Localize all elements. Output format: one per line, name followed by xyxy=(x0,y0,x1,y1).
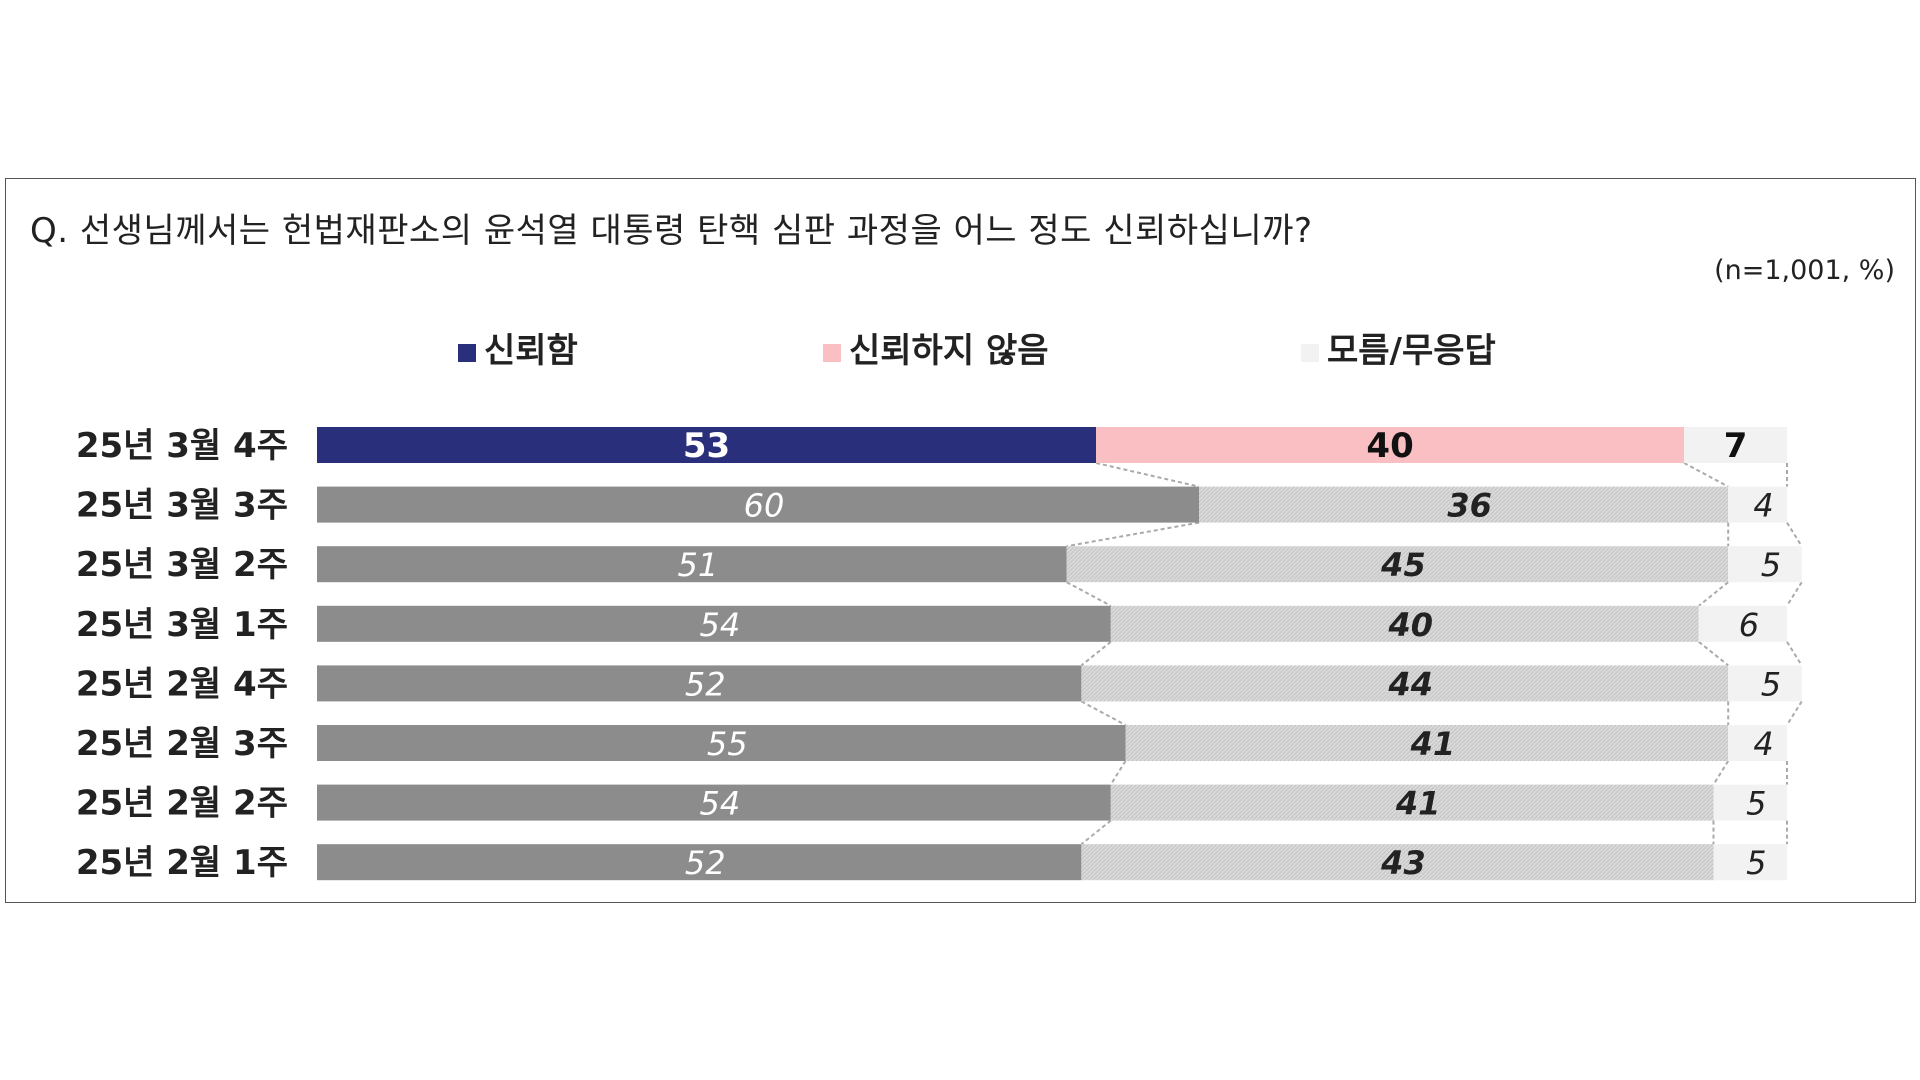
data-label: 5 xyxy=(1761,665,1781,703)
bar-trust xyxy=(317,605,1111,642)
data-label: 40 xyxy=(1366,426,1413,466)
bar-unknown xyxy=(1728,546,1802,583)
data-label: 52 xyxy=(685,665,726,703)
bar-distrust xyxy=(1081,844,1714,881)
bar-trust xyxy=(317,784,1111,821)
connector-line xyxy=(1683,462,1729,488)
bar-row: 25년 2월 3주 55 41 4 xyxy=(76,724,1787,764)
data-label: 52 xyxy=(685,844,726,882)
data-label: 4 xyxy=(1753,487,1773,525)
data-label: 45 xyxy=(1380,546,1426,584)
chart-frame: Q. 선생님께서는 헌법재판소의 윤석열 대통령 탄핵 심판 과정을 어느 정도… xyxy=(5,178,1916,903)
bar-trust xyxy=(317,665,1082,702)
data-label: 53 xyxy=(683,426,730,466)
bar-row: 25년 3월 4주 53 40 7 xyxy=(76,426,1787,466)
legend-item-1: 신뢰하지 않음 xyxy=(823,331,1049,371)
data-label: 43 xyxy=(1380,844,1426,882)
bar-distrust xyxy=(1110,784,1714,821)
bar-distrust xyxy=(1081,665,1729,702)
connector-line xyxy=(1786,641,1803,666)
bar-unknown xyxy=(1713,784,1787,821)
data-label: 54 xyxy=(700,785,741,823)
legend-swatch xyxy=(1301,344,1319,362)
data-label: 40 xyxy=(1388,606,1434,644)
connector-line xyxy=(1109,760,1127,786)
category-label: 25년 2월 2주 xyxy=(76,784,288,824)
category-label: 25년 3월 2주 xyxy=(76,545,288,585)
connector-line xyxy=(1786,581,1803,607)
data-label: 54 xyxy=(700,606,741,644)
legend-item-0: 신뢰함 xyxy=(458,331,578,371)
chart-rows: 25년 3월 4주 53 40 7 25년 3월 3주 60 36 4 25년 3월 2주 51 4… xyxy=(76,426,1803,883)
legend-swatch xyxy=(458,344,476,362)
bar-distrust xyxy=(1066,546,1729,583)
data-label: 6 xyxy=(1739,606,1759,644)
bar-distrust xyxy=(1199,486,1729,523)
legend-item-2: 모름/무응답 xyxy=(1301,331,1496,371)
category-label: 25년 2월 4주 xyxy=(76,664,288,704)
data-label: 7 xyxy=(1724,426,1748,466)
data-label: 5 xyxy=(1746,785,1766,823)
data-label: 44 xyxy=(1388,665,1434,703)
category-label: 25년 2월 3주 xyxy=(76,724,288,764)
data-label: 5 xyxy=(1746,844,1766,882)
bar-unknown xyxy=(1728,486,1787,523)
connector-line xyxy=(1095,462,1200,488)
category-label: 25년 2월 1주 xyxy=(76,843,288,883)
connector-line xyxy=(1080,641,1112,667)
bar-trust xyxy=(317,486,1199,523)
data-label: 60 xyxy=(744,487,785,525)
connector-line xyxy=(1066,581,1112,607)
chart-legend: 신뢰함 신뢰하지 않음 모름/무응답 xyxy=(458,331,1496,371)
bar-trust xyxy=(317,844,1082,881)
bar-trust xyxy=(317,725,1126,761)
data-label: 51 xyxy=(677,546,718,584)
connector-line xyxy=(1066,521,1200,548)
category-label: 25년 3월 4주 xyxy=(76,426,288,466)
bar-trust xyxy=(317,427,1097,463)
bar-row: 25년 2월 1주 52 43 5 xyxy=(76,843,1787,883)
bar-row: 25년 3월 2주 51 45 5 xyxy=(76,545,1802,585)
bar-row: 25년 2월 2주 54 41 5 xyxy=(76,784,1787,824)
bar-trust xyxy=(317,546,1067,583)
legend-label: 신뢰함 xyxy=(484,331,578,371)
bar-distrust xyxy=(1125,725,1729,761)
data-label: 36 xyxy=(1447,487,1492,525)
chart-question: Q. 선생님께서는 헌법재판소의 윤석열 대통령 탄핵 심판 과정을 어느 정도… xyxy=(30,211,1313,251)
bar-unknown xyxy=(1728,725,1787,761)
bar-unknown xyxy=(1684,427,1787,463)
category-label: 25년 3월 1주 xyxy=(76,605,288,645)
data-label: 55 xyxy=(707,725,748,763)
connector-line xyxy=(1786,522,1803,547)
connector-line xyxy=(1080,700,1126,726)
data-label: 4 xyxy=(1753,725,1773,763)
stacked-bar-chart: 신뢰함 신뢰하지 않음 모름/무응답 25년 3월 4주 53 40 7 25년 3월 3주… xyxy=(76,331,1803,883)
connector-line xyxy=(1698,641,1729,667)
bar-unknown xyxy=(1728,665,1802,702)
bar-distrust xyxy=(1110,605,1699,642)
bar-unknown xyxy=(1713,844,1787,881)
bar-distrust xyxy=(1096,427,1685,463)
data-label: 5 xyxy=(1761,546,1781,584)
legend-label: 신뢰하지 않음 xyxy=(849,331,1049,371)
category-label: 25년 3월 3주 xyxy=(76,486,288,526)
connector-line xyxy=(1712,760,1730,786)
connector-line xyxy=(1698,581,1729,607)
bar-row: 25년 3월 3주 60 36 4 xyxy=(76,486,1787,526)
connector-line xyxy=(1786,700,1803,726)
data-label: 41 xyxy=(1410,725,1456,763)
sample-note: (n=1,001, %) xyxy=(1714,255,1895,286)
connector-line xyxy=(1080,819,1112,845)
bar-row: 25년 3월 1주 54 40 6 xyxy=(76,605,1787,645)
bar-row: 25년 2월 4주 52 44 5 xyxy=(76,664,1802,704)
legend-swatch xyxy=(823,344,841,362)
data-label: 41 xyxy=(1395,785,1441,823)
legend-label: 모름/무응답 xyxy=(1327,331,1496,371)
bar-unknown xyxy=(1698,605,1787,642)
